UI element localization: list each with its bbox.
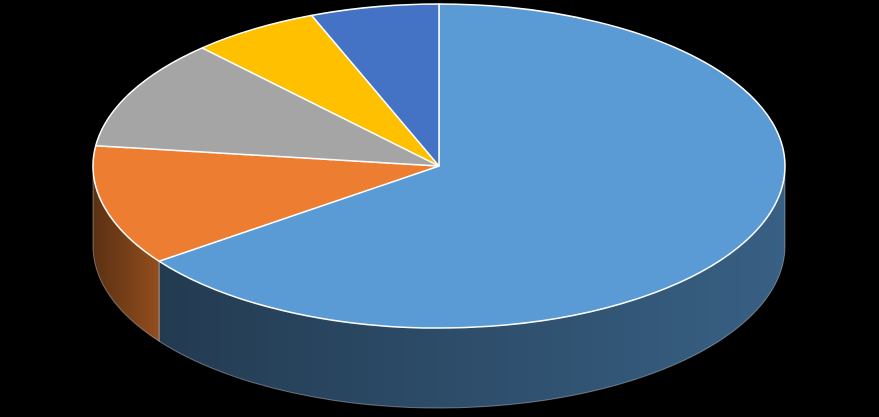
pie-slice-5 xyxy=(310,3,440,167)
pie-slice-3 xyxy=(94,47,440,167)
pie-slice-1 xyxy=(158,3,786,329)
pie-tops xyxy=(92,3,786,329)
pie-slice-4 xyxy=(201,14,440,167)
pie-slice-2 xyxy=(92,144,440,262)
